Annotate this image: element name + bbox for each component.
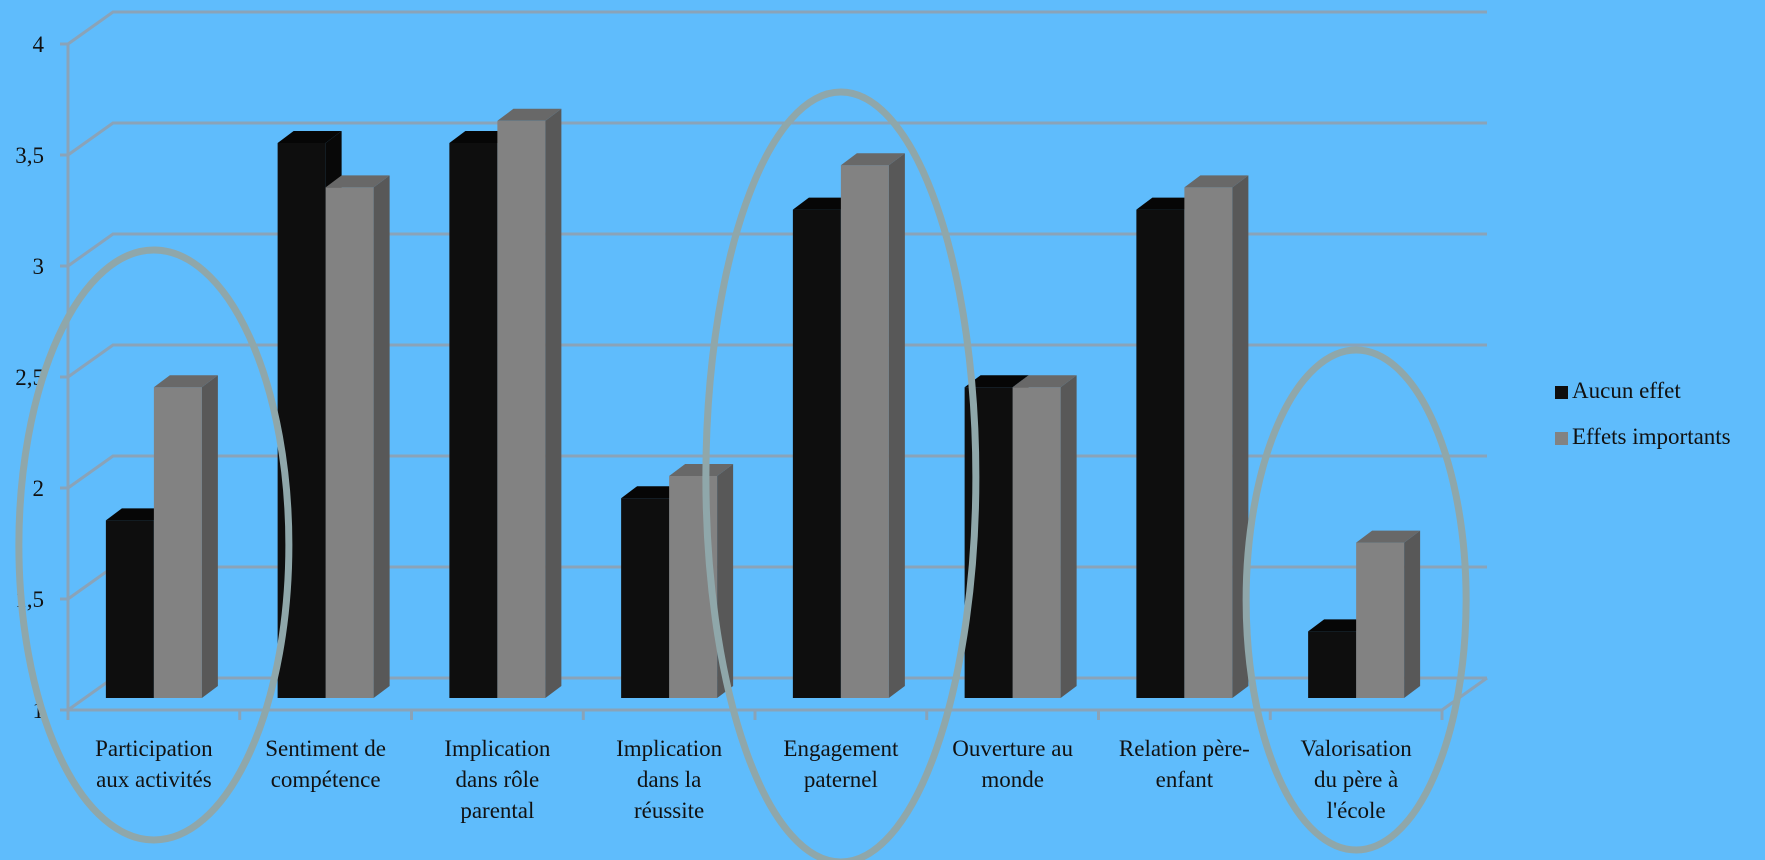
y-tick-label: 3	[33, 254, 45, 279]
legend: Aucun effet Effets importants	[1555, 378, 1731, 449]
bar-top	[1356, 530, 1421, 543]
bar-top	[153, 375, 218, 388]
gridline	[67, 121, 1487, 157]
bar-top	[840, 153, 905, 166]
bar-side	[1060, 375, 1077, 698]
highlight-ellipse	[702, 88, 980, 860]
legend-swatch	[1555, 386, 1568, 399]
bar-front	[1136, 209, 1185, 698]
bar-side	[888, 153, 905, 698]
bar-top	[1184, 175, 1249, 188]
bar	[325, 175, 390, 698]
category-labels: Participation aux activités Sentiment de co…	[95, 736, 1412, 823]
category-label: Ouverture au monde	[952, 736, 1073, 792]
category-label: Valorisation du père à l'école	[1301, 736, 1413, 823]
bar-front	[621, 498, 670, 698]
gridline	[67, 343, 1487, 379]
gridline	[67, 10, 1487, 46]
legend-label: Effets importants	[1572, 424, 1731, 449]
category-label: Participation aux activités	[95, 736, 213, 792]
gridline	[67, 232, 1487, 268]
legend-label: Aucun effet	[1572, 378, 1681, 403]
bar-top	[1012, 375, 1077, 388]
bar-front	[792, 209, 841, 698]
grid	[60, 10, 1488, 720]
bar-top	[964, 375, 1029, 388]
category-label: Relation père-enfant	[1119, 736, 1250, 792]
bar	[1356, 530, 1421, 698]
bar	[497, 108, 562, 699]
bar-front	[1012, 387, 1061, 698]
bar-top	[277, 131, 342, 143]
bar-front	[1308, 631, 1357, 698]
bar-front	[840, 165, 889, 698]
bar	[1184, 175, 1249, 698]
y-tick-label: 2	[33, 476, 45, 501]
bar-top	[669, 464, 734, 476]
bar-side	[201, 375, 218, 698]
bar	[153, 375, 218, 698]
category-label: Sentiment de compétence	[265, 736, 386, 792]
bar-side	[545, 108, 562, 699]
x-axis-depth-line	[1441, 676, 1488, 712]
bars	[105, 108, 1421, 699]
bar-front	[497, 120, 546, 699]
bar-front	[153, 387, 202, 698]
bar-front	[449, 143, 498, 698]
y-tick-label: 1	[33, 698, 45, 723]
bar-front	[1184, 187, 1233, 698]
category-label: Implication dans rôle parental	[444, 736, 551, 823]
bar	[1012, 375, 1077, 698]
y-tick-label: 3,5	[15, 143, 44, 168]
y-tick-label: 4	[33, 32, 45, 57]
legend-swatch	[1555, 432, 1568, 445]
bar-front	[105, 520, 154, 698]
category-label: Engagement paternel	[783, 736, 899, 792]
bar-top	[325, 175, 390, 188]
category-label: Implication dans la réussite	[616, 736, 723, 823]
bar-top	[497, 108, 562, 121]
bar-side	[1404, 530, 1421, 698]
highlight-ellipse	[1242, 346, 1470, 854]
bar-front	[325, 187, 374, 698]
bar-front	[1356, 542, 1405, 698]
highlight-ellipses	[15, 88, 1470, 860]
highlight-ellipse	[15, 246, 293, 844]
bar-side	[373, 175, 390, 698]
bar	[840, 153, 905, 698]
